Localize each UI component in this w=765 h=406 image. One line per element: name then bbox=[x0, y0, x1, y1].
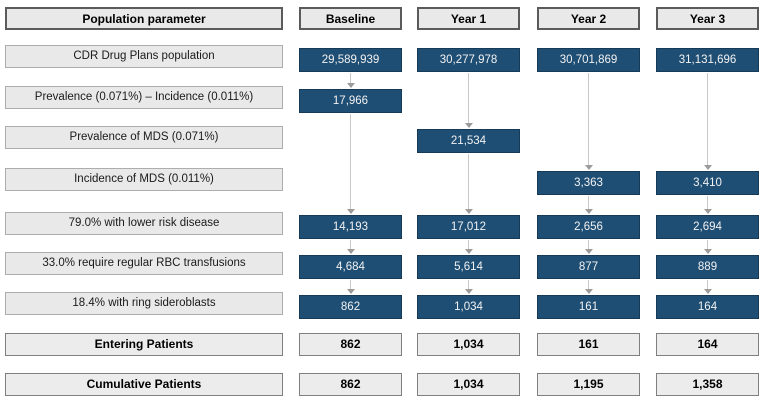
flow-arrow-head-icon bbox=[346, 83, 355, 88]
flow-arrow-line bbox=[350, 240, 351, 250]
row-label-incidence-mds: Incidence of MDS (0.011%) bbox=[5, 168, 283, 191]
flow-arrow-head-icon bbox=[464, 123, 473, 128]
flow-arrow-head-icon bbox=[703, 289, 712, 294]
column-header-year-3: Year 3 bbox=[656, 7, 759, 30]
cell-lower-risk-disease-year-1: 17,012 bbox=[417, 215, 520, 239]
flow-arrow-head-icon bbox=[584, 165, 593, 170]
cell-incidence-mds-year-3: 3,410 bbox=[656, 171, 759, 195]
cell-lower-risk-disease-year-3: 2,694 bbox=[656, 215, 759, 239]
cell-rbc-transfusions-year-1: 5,614 bbox=[417, 255, 520, 279]
cell-ring-sideroblasts-year-1: 1,034 bbox=[417, 295, 520, 319]
flow-arrow-line bbox=[468, 154, 469, 210]
flow-arrow-head-icon bbox=[464, 249, 473, 254]
row-label-prevalence-incidence: Prevalence (0.071%) – Incidence (0.011%) bbox=[5, 86, 283, 109]
flow-arrow-head-icon bbox=[346, 289, 355, 294]
cell-ring-sideroblasts-year-2: 161 bbox=[537, 295, 640, 319]
row-label-cdr-population: CDR Drug Plans population bbox=[5, 45, 283, 68]
flow-arrow-head-icon bbox=[464, 209, 473, 214]
flow-arrow-head-icon bbox=[703, 209, 712, 214]
row-label-cumulative-patients: Cumulative Patients bbox=[5, 373, 283, 396]
cell-incidence-mds-year-2: 3,363 bbox=[537, 171, 640, 195]
cell-cdr-population-year-2: 30,701,869 bbox=[537, 48, 640, 72]
cell-entering-patients-year-1: 1,034 bbox=[417, 333, 520, 356]
cell-ring-sideroblasts-year-3: 164 bbox=[656, 295, 759, 319]
flow-arrow-head-icon bbox=[584, 289, 593, 294]
cell-entering-patients-year-3: 164 bbox=[656, 333, 759, 356]
row-label-rbc-transfusions: 33.0% require regular RBC transfusions bbox=[5, 252, 283, 275]
row-label-ring-sideroblasts: 18.4% with ring sideroblasts bbox=[5, 292, 283, 315]
cell-cumulative-patients-year-2: 1,195 bbox=[537, 373, 640, 396]
column-header-year-2: Year 2 bbox=[537, 7, 640, 30]
cell-prevalence-incidence-baseline: 17,966 bbox=[299, 89, 402, 113]
row-label-lower-risk-disease: 79.0% with lower risk disease bbox=[5, 212, 283, 235]
row-label-prevalence-mds: Prevalence of MDS (0.071%) bbox=[5, 126, 283, 149]
cell-cumulative-patients-year-1: 1,034 bbox=[417, 373, 520, 396]
cell-lower-risk-disease-baseline: 14,193 bbox=[299, 215, 402, 239]
column-header-year-1: Year 1 bbox=[417, 7, 520, 30]
cell-prevalence-mds-year-1: 21,534 bbox=[417, 129, 520, 153]
cell-entering-patients-year-2: 161 bbox=[537, 333, 640, 356]
flow-arrow-line bbox=[707, 196, 708, 210]
cell-rbc-transfusions-baseline: 4,684 bbox=[299, 255, 402, 279]
cell-cumulative-patients-year-3: 1,358 bbox=[656, 373, 759, 396]
flow-arrow-head-icon bbox=[464, 289, 473, 294]
cell-rbc-transfusions-year-2: 877 bbox=[537, 255, 640, 279]
flow-arrow-head-icon bbox=[346, 209, 355, 214]
cell-ring-sideroblasts-baseline: 862 bbox=[299, 295, 402, 319]
flow-arrow-head-icon bbox=[703, 165, 712, 170]
flow-arrow-line bbox=[707, 240, 708, 250]
flow-arrow-line bbox=[350, 114, 351, 210]
row-label-entering-patients: Entering Patients bbox=[5, 333, 283, 356]
cell-cdr-population-year-3: 31,131,696 bbox=[656, 48, 759, 72]
cell-cumulative-patients-baseline: 862 bbox=[299, 373, 402, 396]
cell-lower-risk-disease-year-2: 2,656 bbox=[537, 215, 640, 239]
cell-cdr-population-year-1: 30,277,978 bbox=[417, 48, 520, 72]
column-header-population-parameter: Population parameter bbox=[5, 7, 283, 30]
flow-arrow-line bbox=[588, 240, 589, 250]
flow-arrow-line bbox=[468, 73, 469, 124]
flow-arrow-head-icon bbox=[584, 249, 593, 254]
flow-arrow-line bbox=[707, 73, 708, 166]
flow-arrow-head-icon bbox=[703, 249, 712, 254]
flow-arrow-head-icon bbox=[346, 249, 355, 254]
flow-arrow-line bbox=[468, 280, 469, 290]
flow-arrow-line bbox=[588, 280, 589, 290]
flow-arrow-line bbox=[468, 240, 469, 250]
flow-arrow-line bbox=[350, 280, 351, 290]
flow-arrow-line bbox=[350, 73, 351, 84]
column-header-baseline: Baseline bbox=[299, 7, 402, 30]
flow-arrow-line bbox=[707, 280, 708, 290]
cell-cdr-population-baseline: 29,589,939 bbox=[299, 48, 402, 72]
flow-arrow-line bbox=[588, 196, 589, 210]
flow-arrow-head-icon bbox=[584, 209, 593, 214]
flow-arrow-line bbox=[588, 73, 589, 166]
cell-entering-patients-baseline: 862 bbox=[299, 333, 402, 356]
cell-rbc-transfusions-year-3: 889 bbox=[656, 255, 759, 279]
